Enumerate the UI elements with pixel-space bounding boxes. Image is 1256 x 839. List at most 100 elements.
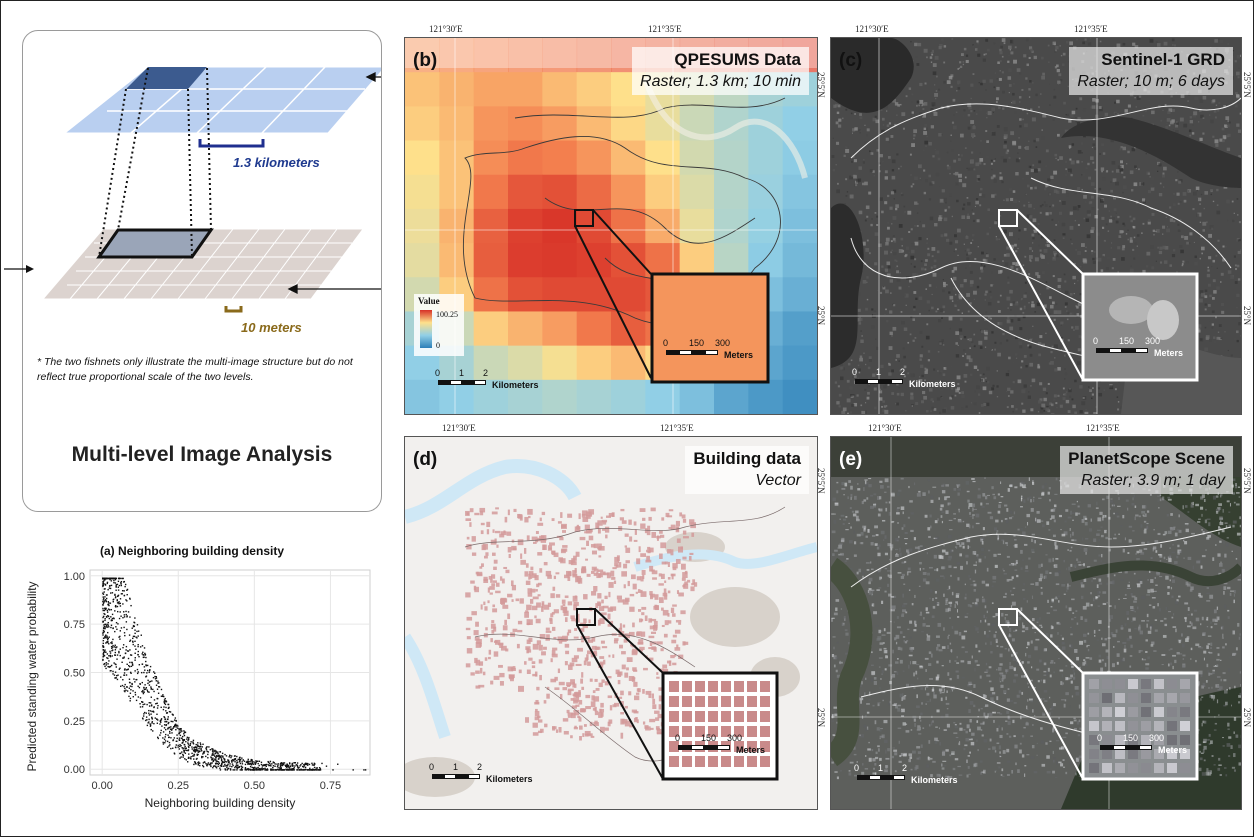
sar-speckle <box>1108 219 1113 223</box>
building <box>572 681 575 688</box>
sar-speckle <box>1238 67 1240 70</box>
sar-speckle <box>913 137 915 140</box>
sar-speckle <box>1014 46 1017 49</box>
scatter-point <box>212 748 214 751</box>
sar-speckle <box>1100 199 1104 203</box>
sar-speckle <box>1116 43 1121 48</box>
sar-speckle <box>1079 385 1083 389</box>
sar-speckle <box>1110 215 1112 218</box>
scatter-point <box>156 736 159 739</box>
sar-speckle <box>1237 239 1240 242</box>
scatter-point <box>215 760 218 762</box>
scatter-point <box>278 769 281 771</box>
scatter-point <box>197 751 199 753</box>
building <box>586 540 590 547</box>
sar-speckle <box>926 382 930 386</box>
building <box>539 568 543 573</box>
sar-speckle <box>989 296 993 299</box>
building <box>594 720 598 725</box>
sar-speckle <box>849 175 853 180</box>
panel-c-tag: (c) <box>839 50 863 71</box>
sar-speckle <box>943 367 946 369</box>
scatter-point <box>293 769 295 771</box>
scatter-point <box>256 760 259 762</box>
raster-cell <box>645 174 681 210</box>
sar-speckle <box>935 262 938 265</box>
sar-speckle <box>885 237 890 242</box>
scatter-point <box>200 748 202 751</box>
sar-speckle <box>1187 100 1189 102</box>
sar-speckle <box>958 391 961 394</box>
scatter-point <box>102 599 105 601</box>
scatter-point <box>229 763 231 765</box>
sar-speckle <box>969 270 973 274</box>
scatter-point <box>271 769 274 771</box>
building <box>484 657 488 661</box>
sar-speckle <box>1151 110 1155 115</box>
scatter-point <box>115 604 117 607</box>
building <box>629 606 635 612</box>
sar-speckle <box>951 282 954 285</box>
sar-speckle <box>881 265 884 268</box>
sar-speckle <box>1021 389 1026 394</box>
sar-speckle <box>1067 54 1071 58</box>
building <box>505 569 510 574</box>
sar-speckle <box>999 60 1002 63</box>
scatter-point <box>313 769 315 771</box>
scatter-point <box>247 769 250 771</box>
sar-speckle <box>1035 93 1038 97</box>
scatter-point <box>210 765 212 768</box>
scatter-point <box>332 769 334 771</box>
sar-speckle <box>1177 229 1181 233</box>
sar-speckle <box>1091 226 1095 231</box>
sar-speckle <box>1120 145 1123 149</box>
building <box>662 664 668 669</box>
scatter-point <box>158 686 161 688</box>
building <box>604 727 609 731</box>
sar-speckle <box>842 117 844 120</box>
sar-speckle <box>866 128 870 132</box>
scatter-point <box>303 763 305 766</box>
sar-speckle <box>1037 365 1041 369</box>
scatter-point <box>129 640 131 643</box>
scatter-point <box>202 753 204 755</box>
sar-speckle <box>938 217 942 222</box>
sar-speckle <box>1053 344 1058 349</box>
scatter-point <box>227 763 229 766</box>
sar-speckle <box>1164 104 1167 106</box>
sar-speckle <box>977 42 979 45</box>
sar-speckle <box>1015 158 1020 163</box>
sar-speckle <box>901 245 903 247</box>
scatter-point <box>102 634 104 636</box>
raster-cell <box>405 72 440 107</box>
building <box>610 606 617 611</box>
scatter-point <box>226 761 228 763</box>
sar-speckle <box>1029 247 1032 250</box>
scatter-point <box>313 764 315 766</box>
sar-speckle <box>935 75 938 78</box>
sar-speckle <box>928 174 932 178</box>
sar-speckle <box>914 42 918 47</box>
scatter-point <box>234 761 236 763</box>
sar-speckle <box>1147 172 1150 175</box>
scatter-point <box>212 759 215 761</box>
sar-speckle <box>1102 253 1105 257</box>
sar-speckle <box>860 339 864 343</box>
scatter-point <box>111 649 114 651</box>
scatter-point <box>224 758 226 760</box>
sar-speckle <box>1064 173 1068 177</box>
building <box>663 633 668 638</box>
building <box>575 576 579 583</box>
sar-speckle <box>1202 229 1206 232</box>
sar-speckle <box>1239 238 1241 242</box>
sar-speckle <box>1224 124 1229 128</box>
sar-speckle <box>902 347 905 350</box>
sar-speckle <box>1192 113 1197 118</box>
sar-speckle <box>1136 96 1141 100</box>
sar-speckle <box>1006 149 1010 152</box>
sar-speckle <box>994 158 996 160</box>
sar-speckle <box>922 390 926 395</box>
scatter-point <box>215 763 217 765</box>
sar-speckle <box>875 338 877 340</box>
sar-speckle <box>1056 190 1060 194</box>
